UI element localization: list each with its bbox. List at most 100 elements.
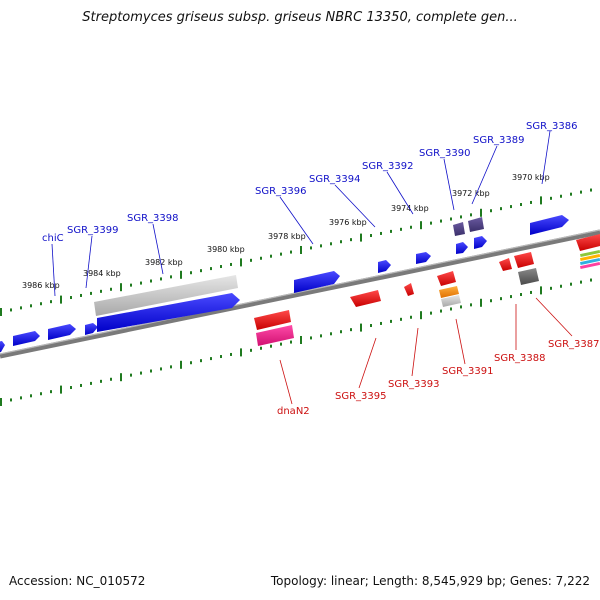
scale-label: 3982 kbp: [145, 258, 183, 267]
label-leader: [152, 223, 164, 275]
scale-minor-tick: [570, 282, 572, 286]
gene-label-SGR_3394[interactable]: SGR_3394: [309, 174, 361, 185]
gene-arrow-reverse[interactable]: [254, 310, 291, 330]
gene-arrow-forward[interactable]: [456, 242, 468, 254]
gene-arrow-reverse[interactable]: [350, 290, 381, 307]
scale-major-tick: [420, 221, 422, 230]
gene-arrow-forward[interactable]: [474, 236, 487, 249]
scale-minor-tick: [340, 330, 342, 334]
scale-minor-tick: [470, 213, 472, 217]
gene-label-SGR_3391[interactable]: SGR_3391: [442, 366, 494, 377]
gene-arrow-reverse[interactable]: [576, 234, 600, 251]
scale-minor-tick: [140, 281, 142, 285]
forward-gene-labels: chiC SGR_3399 SGR_3398 SGR_3396 SGR_3394…: [42, 121, 578, 297]
scale-minor-tick: [430, 221, 432, 225]
scale-minor-tick: [20, 396, 22, 400]
reverse-scale-track: [0, 278, 592, 406]
scale-minor-tick: [520, 203, 522, 207]
gene-chiC[interactable]: [97, 293, 240, 332]
gene-label-SGR_3398[interactable]: SGR_3398: [127, 213, 179, 224]
gene-purple[interactable]: [453, 222, 465, 236]
scale-minor-tick: [580, 280, 582, 284]
gene-arrow-reverse[interactable]: [437, 271, 456, 286]
gene-label-SGR_3392[interactable]: SGR_3392: [362, 161, 414, 172]
gene-arrow-forward[interactable]: [48, 324, 76, 340]
scale-major-tick: [360, 233, 362, 242]
scale-minor-tick: [210, 267, 212, 271]
gene-purple[interactable]: [468, 217, 484, 232]
gene-dnaN2[interactable]: [256, 325, 294, 346]
gene-arrow-forward[interactable]: [0, 341, 5, 353]
gene-arrow-forward[interactable]: [85, 323, 98, 335]
gene-label-SGR_3386[interactable]: SGR_3386: [526, 121, 578, 132]
scale-minor-tick: [100, 379, 102, 383]
scale-label: 3980 kbp: [207, 245, 245, 254]
scale-minor-tick: [430, 311, 432, 315]
scale-minor-tick: [410, 315, 412, 319]
reverse-gene-labels: dnaN2 SGR_3395 SGR_3393 SGR_3391 SGR_338…: [277, 297, 600, 417]
gene-label-dnaN2[interactable]: dnaN2: [277, 406, 310, 417]
scale-minor-tick: [390, 319, 392, 323]
gene-label-SGR_3390[interactable]: SGR_3390: [419, 148, 471, 159]
scale-minor-tick: [310, 246, 312, 250]
scale-minor-tick: [290, 250, 292, 254]
gene-dark-gray[interactable]: [518, 268, 539, 285]
scale-major-tick: [60, 295, 62, 304]
scale-major-tick: [0, 308, 2, 316]
scale-major-tick: [60, 385, 62, 394]
gene-label-SGR_3393[interactable]: SGR_3393: [388, 379, 440, 390]
gene-gray-block[interactable]: [94, 275, 238, 316]
scale-minor-tick: [40, 302, 42, 306]
scale-minor-tick: [370, 324, 372, 328]
scale-minor-tick: [100, 289, 102, 293]
scale-minor-tick: [30, 304, 32, 308]
gene-stripe[interactable]: [580, 253, 600, 262]
scale-minor-tick: [170, 365, 172, 369]
gene-stripe[interactable]: [580, 257, 600, 266]
scale-minor-tick: [590, 188, 592, 192]
scale-minor-tick: [580, 190, 582, 194]
scale-minor-tick: [230, 352, 232, 356]
gene-label-SGR_3395[interactable]: SGR_3395: [335, 391, 387, 402]
gene-gray-small[interactable]: [441, 295, 461, 307]
gene-arrow-reverse[interactable]: [499, 258, 512, 271]
scale-minor-tick: [230, 262, 232, 266]
gene-arrow-reverse[interactable]: [404, 283, 414, 296]
gene-label-SGR_3388[interactable]: SGR_3388: [494, 353, 546, 364]
gene-orange[interactable]: [439, 286, 459, 298]
reverse-genes: [254, 234, 600, 346]
gene-stripe[interactable]: [580, 249, 600, 258]
scale-minor-tick: [80, 293, 82, 297]
map-title: Streptomyces griseus subsp. griseus NBRC…: [82, 10, 518, 25]
gene-label-SGR_3399[interactable]: SGR_3399: [67, 225, 119, 236]
label-leader: [443, 158, 455, 211]
scale-minor-tick: [70, 296, 72, 300]
scale-minor-tick: [550, 196, 552, 200]
gene-arrow-forward[interactable]: [416, 252, 431, 264]
label-leader: [455, 318, 466, 365]
scale-minor-tick: [110, 377, 112, 381]
scale-minor-tick: [330, 242, 332, 246]
gene-arrow-forward[interactable]: [13, 331, 40, 346]
scale-major-tick: [420, 311, 422, 320]
gene-arrow-forward[interactable]: [378, 260, 391, 273]
gene-arrow-reverse[interactable]: [514, 252, 534, 268]
gene-label-chiC[interactable]: chiC: [42, 233, 64, 244]
scale-minor-tick: [330, 332, 332, 336]
label-leader: [541, 130, 551, 185]
scale-minor-tick: [200, 269, 202, 273]
gene-label-SGR_3387[interactable]: SGR_3387: [548, 339, 600, 350]
scale-minor-tick: [440, 219, 442, 223]
scale-minor-tick: [10, 398, 12, 402]
scale-minor-tick: [590, 278, 592, 282]
gene-arrow-forward[interactable]: [530, 215, 569, 235]
gene-stripe[interactable]: [580, 261, 600, 270]
label-leader: [471, 145, 498, 205]
gene-label-SGR_3396[interactable]: SGR_3396: [255, 186, 307, 197]
gene-arrow-forward[interactable]: [294, 271, 340, 293]
label-leader: [85, 235, 93, 289]
gene-label-SGR_3389[interactable]: SGR_3389: [473, 135, 525, 146]
scale-minor-tick: [90, 381, 92, 385]
scale-minor-tick: [260, 256, 262, 260]
